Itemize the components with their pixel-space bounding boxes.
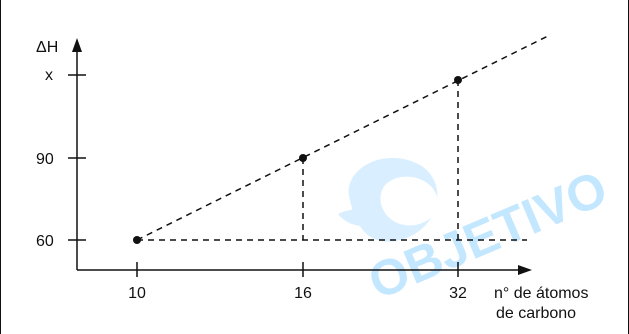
x-axis-label-line-2: de carbono bbox=[496, 305, 576, 322]
point-10-60 bbox=[133, 236, 141, 244]
y-axis-label: ΔH bbox=[36, 39, 58, 56]
x-tick-label-16: 16 bbox=[294, 285, 312, 302]
y-axis-arrow bbox=[72, 38, 82, 52]
y-tick-label-90: 90 bbox=[36, 151, 54, 168]
x-tick-label-10: 10 bbox=[128, 285, 146, 302]
point-32-x bbox=[454, 76, 462, 84]
y-tick-label-x: x bbox=[45, 67, 53, 84]
y-tick-label-60: 60 bbox=[36, 233, 54, 250]
x-axis-arrow bbox=[518, 265, 532, 275]
x-tick-label-32: 32 bbox=[449, 285, 467, 302]
point-16-90 bbox=[299, 154, 307, 162]
x-axis-label-line-1: n° de átomos bbox=[494, 285, 588, 302]
